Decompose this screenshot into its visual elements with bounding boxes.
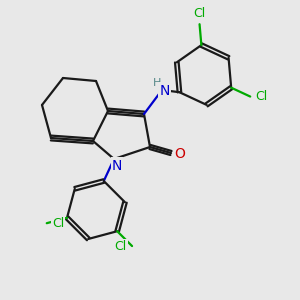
Text: Cl: Cl xyxy=(194,7,206,20)
Text: Cl: Cl xyxy=(256,90,268,103)
Text: Cl: Cl xyxy=(52,217,64,230)
Text: N: N xyxy=(112,159,122,172)
Text: Cl: Cl xyxy=(115,240,127,253)
Text: H: H xyxy=(152,78,161,88)
Text: O: O xyxy=(174,148,185,161)
Text: N: N xyxy=(159,84,170,98)
